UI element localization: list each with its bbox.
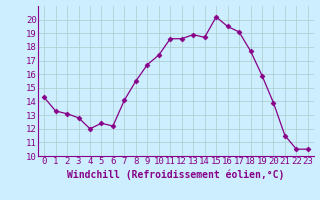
X-axis label: Windchill (Refroidissement éolien,°C): Windchill (Refroidissement éolien,°C) <box>67 169 285 180</box>
